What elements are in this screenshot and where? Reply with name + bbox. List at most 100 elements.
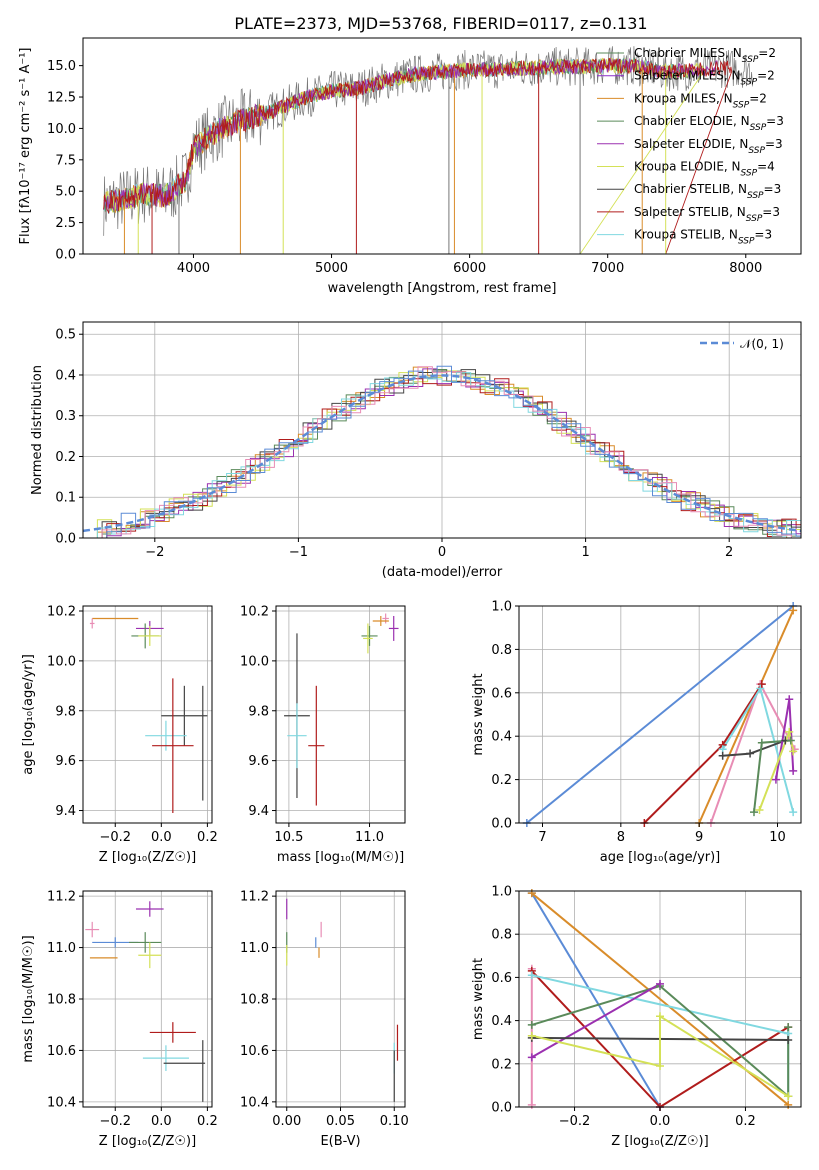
weight-marker (786, 736, 795, 745)
axes-frame (275, 605, 406, 824)
weight-marker (757, 738, 766, 747)
y-axis-label: Flux [fλ10⁻¹⁷ erg cm⁻² s⁻¹ A⁻¹] (18, 48, 33, 245)
weight-marker (750, 808, 758, 817)
panel-mass_vs_EBV: 0.00 0.05 0.10 10.4 10.6 10.8 11.0 11.2 E(B-V) (240, 890, 409, 1149)
y-tick-label: 0.2 (55, 450, 76, 465)
legend-entry: Chabrier STELIB, NSSP=3 (634, 182, 781, 201)
y-tick-label: 0.8 (491, 928, 512, 943)
weight-line (531, 983, 661, 1059)
panel-massweight_vs_Z: −0.2 0.0 0.2 0.0 0.2 0.4 0.6 0.8 1.0 Z [log₁₀(Z/Z… (471, 885, 802, 1149)
weight-marker (755, 805, 764, 814)
y-tick-label: 10.6 (240, 1044, 269, 1059)
legend-label: Chabrier MILES, N (634, 46, 742, 60)
weight-line (531, 984, 790, 1099)
x-axis-label: E(B-V) (320, 1134, 360, 1149)
y-tick-label: 9.6 (55, 754, 76, 769)
legend-subscript: SSP (733, 100, 750, 110)
gaussian-curve (83, 374, 801, 533)
y-tick-label: 10.8 (240, 993, 269, 1008)
legend-entry: Chabrier ELODIE, NSSP=3 (634, 114, 784, 133)
x-tick-label: 0.05 (326, 1114, 355, 1129)
legend-nssp: 3 (774, 182, 782, 196)
legend-equals: = (766, 114, 776, 128)
panel-age_vs_mass: 10.5 11.0 9.4 9.6 9.8 10.0 10.2 mass [log₁₀(M/M… (240, 604, 406, 865)
y-tick-label: 10.2 (47, 604, 76, 619)
panel-mass_vs_Z: −0.2 0.0 0.2 10.4 10.6 10.8 11.0 11.2 Z [log₁₀(Z… (21, 890, 218, 1149)
axes-frame (518, 605, 802, 824)
weight-marker (527, 1100, 536, 1109)
weight-marker (527, 971, 536, 980)
weight-marker (784, 1023, 793, 1032)
model-spectrum-line (103, 57, 705, 254)
weight-marker (757, 680, 766, 689)
y-tick-label: 2.5 (55, 216, 76, 231)
x-axis-label: Z [log₁₀(Z/Z☉)] (99, 850, 196, 865)
x-tick-label: 6000 (453, 261, 486, 276)
x-tick-label: −0.2 (99, 1114, 131, 1129)
panel-age_vs_Z: −0.2 0.0 0.2 9.4 9.6 9.8 10.0 10.2 Z [log₁₀(Z/Z☉… (21, 604, 218, 865)
legend-label: Chabrier ELODIE, N (634, 114, 750, 128)
x-tick-label: 0.2 (197, 1114, 218, 1129)
weight-marker (789, 606, 798, 615)
model-spectrum-line (103, 58, 733, 254)
panel-residuals: 𝒩(0, 1) −2 −1 0 1 2 0.0 0.1 0.2 0.3 0.4 0.5 (data-mo… (30, 321, 802, 580)
legend-subscript: SSP (742, 55, 759, 65)
y-tick-label: 11.2 (240, 890, 269, 905)
weight-marker (746, 749, 755, 758)
y-tick-label: 0.1 (55, 491, 76, 506)
weight-marker (784, 1036, 793, 1045)
x-tick-label: 8 (617, 830, 625, 845)
plot-area (286, 898, 399, 1102)
legend-subscript: SSP (748, 146, 765, 156)
y-tick-label: 7.5 (55, 153, 76, 168)
y-tick-label: 15.0 (47, 59, 76, 74)
legend-label: Chabrier STELIB, N (634, 182, 747, 196)
x-tick-label: 10 (769, 830, 786, 845)
y-axis-label: mass [log₁₀(M/M☉)] (21, 935, 36, 1062)
legend-nssp: 2 (767, 69, 775, 83)
y-tick-label: 0.8 (491, 643, 512, 658)
y-tick-label: 9.4 (55, 804, 76, 819)
y-axis-label: mass weight (471, 958, 486, 1040)
x-tick-label: 5000 (315, 261, 348, 276)
x-tick-label: 0.00 (272, 1114, 301, 1129)
legend-equals: = (758, 46, 768, 60)
y-tick-label: 0.6 (491, 971, 512, 986)
y-tick-label: 10.4 (240, 1095, 269, 1110)
legend-label: Salpeter ELODIE, N (634, 137, 748, 151)
y-axis-label: Normed distribution (30, 365, 45, 495)
legend-equals: = (762, 205, 772, 219)
weight-marker (718, 751, 727, 760)
legend-nssp: 3 (772, 205, 780, 219)
residual-histogram (92, 371, 801, 538)
x-tick-label: 9 (695, 830, 703, 845)
legend-equals: = (757, 160, 767, 174)
x-axis-label: mass [log₁₀(M/M☉)] (277, 850, 404, 865)
legend-nssp: 3 (775, 137, 783, 151)
x-tick-label: 10.5 (274, 830, 303, 845)
x-tick-label: 0.2 (197, 830, 218, 845)
legend-entry: Salpeter ELODIE, NSSP=3 (634, 137, 783, 156)
legend-subscript: SSP (738, 237, 755, 247)
x-tick-label: 4000 (177, 261, 210, 276)
y-tick-label: 9.8 (248, 704, 269, 719)
y-tick-label: 0.0 (55, 248, 76, 263)
y-tick-label: 0.0 (491, 817, 512, 832)
y-axis-label: mass weight (471, 673, 486, 755)
y-tick-label: 0.5 (55, 328, 76, 343)
plot-area (526, 606, 796, 823)
weight-marker (789, 808, 798, 817)
weight-marker (656, 979, 664, 988)
plot-area (89, 617, 208, 814)
x-tick-label: 0.0 (151, 830, 172, 845)
weight-marker (527, 1020, 536, 1029)
plot-area (85, 901, 206, 1102)
weight-marker (756, 684, 765, 693)
weight-marker (656, 1061, 664, 1070)
weight-marker (527, 889, 536, 898)
panel-massweight_vs_age: 7 8 9 10 0.0 0.2 0.4 0.6 0.8 1.0 age [log₁₀(age/yr… (471, 600, 802, 865)
y-tick-label: 0.4 (491, 1014, 512, 1029)
x-tick-label: −0.2 (559, 1114, 591, 1129)
legend-subscript: SSP (747, 191, 764, 201)
